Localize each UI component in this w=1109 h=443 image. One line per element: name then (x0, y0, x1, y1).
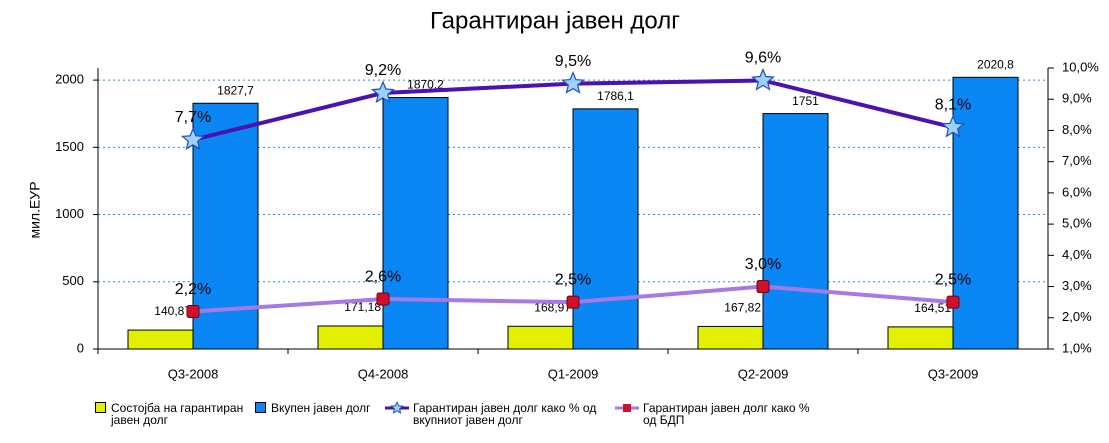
legend-item: Состојба на гарантиран јавен долг (95, 402, 245, 426)
y-tick-label: 1500 (55, 139, 84, 154)
x-tick-label: Q2-2009 (738, 366, 789, 381)
y-tick-label: 500 (62, 273, 84, 288)
line-label: 3,0% (745, 256, 781, 273)
chart-title: Гарантиран јавен долг (430, 7, 680, 34)
line-label: 2,2% (175, 281, 211, 298)
y2-tick-label: 10,0% (1062, 59, 1099, 74)
y2-tick-label: 9,0% (1062, 91, 1092, 106)
line-label: 9,2% (365, 62, 401, 79)
bar-label: 1786,1 (597, 89, 634, 103)
line-label: 2,5% (555, 271, 591, 288)
legend-item: Вкупен јавен долг (255, 402, 375, 414)
bar-label: 1751 (792, 94, 819, 108)
line-label: 2,5% (935, 271, 971, 288)
x-tick-label: Q1-2009 (548, 366, 599, 381)
bar (382, 97, 449, 350)
bar (887, 326, 954, 350)
bar (952, 76, 1019, 350)
line-label: 8,1% (935, 97, 971, 114)
bar-label: 1870,2 (407, 78, 444, 92)
bar (507, 325, 574, 350)
bar-label: 164,51 (914, 301, 951, 315)
legend-label: Состојба на гарантиран јавен долг (111, 401, 244, 427)
bar (127, 329, 194, 350)
star-marker (941, 114, 965, 138)
legend-swatch (615, 404, 639, 412)
star-marker (560, 71, 586, 94)
swatch (255, 402, 266, 413)
bar-label: 2020,8 (977, 57, 1014, 71)
bar-label: 1827,7 (217, 83, 254, 97)
legend-label: Вкупен јавен долг (271, 401, 371, 415)
legend-item: Гарантиран јавен долг како % од вкупниот… (385, 402, 605, 426)
bar-label: 167,82 (724, 301, 761, 315)
x-tick-label: Q4-2008 (358, 366, 409, 381)
legend-label: Гарантиран јавен долг како % од вкупниот… (413, 401, 597, 427)
bar (697, 325, 764, 350)
y-tick-label: 0 (77, 340, 84, 355)
chart: Гарантиран јавен долг мил.ЕУР 0 500 1000 15… (27, 7, 1100, 381)
legend-swatch (385, 402, 409, 414)
square-marker (946, 295, 960, 309)
line-label: 7,7% (175, 109, 211, 126)
y2-tick-label: 1,0% (1062, 340, 1092, 355)
swatch-marker (623, 404, 631, 412)
y2-tick-label: 6,0% (1062, 184, 1092, 199)
y2-tick-label: 3,0% (1062, 278, 1092, 293)
x-tick-label: Q3-2009 (928, 366, 979, 381)
line-label: 2,6% (365, 268, 401, 285)
star-marker (370, 80, 396, 104)
bar (572, 108, 639, 350)
y2-tick-label: 7,0% (1062, 153, 1092, 168)
legend-item: Гарантиран јавен долг како % од БДП (615, 402, 825, 426)
star-marker (750, 67, 776, 91)
square-marker (756, 280, 770, 294)
star-marker (180, 127, 206, 150)
legend-label: Гарантиран јавен долг како % од БДП (643, 401, 810, 427)
x-tick-label: Q3-2008 (168, 366, 219, 381)
y-axis-label: мил.ЕУР (27, 181, 43, 238)
y-tick-label: 2000 (55, 72, 84, 87)
swatch (95, 402, 106, 413)
square-marker (376, 292, 390, 306)
square-marker (566, 295, 580, 309)
bar (762, 113, 829, 350)
legend-swatch (95, 402, 106, 413)
line-label: 9,6% (745, 50, 781, 67)
y-tick-label: 1000 (55, 206, 84, 221)
line-label: 9,5% (555, 53, 591, 70)
y2-tick-label: 5,0% (1062, 216, 1092, 231)
bar-label: 140,87 (154, 304, 191, 318)
y2-tick-label: 2,0% (1062, 309, 1092, 324)
bar-label: 171,18 (344, 300, 381, 314)
y2-tick-label: 8,0% (1062, 122, 1092, 137)
y2-tick-label: 4,0% (1062, 247, 1092, 262)
bar (317, 325, 384, 350)
legend-swatch (255, 402, 266, 413)
swatch-marker (390, 402, 404, 414)
legend: Состојба на гарантиран јавен долг Вкупен … (95, 402, 995, 442)
square-marker (186, 305, 200, 319)
